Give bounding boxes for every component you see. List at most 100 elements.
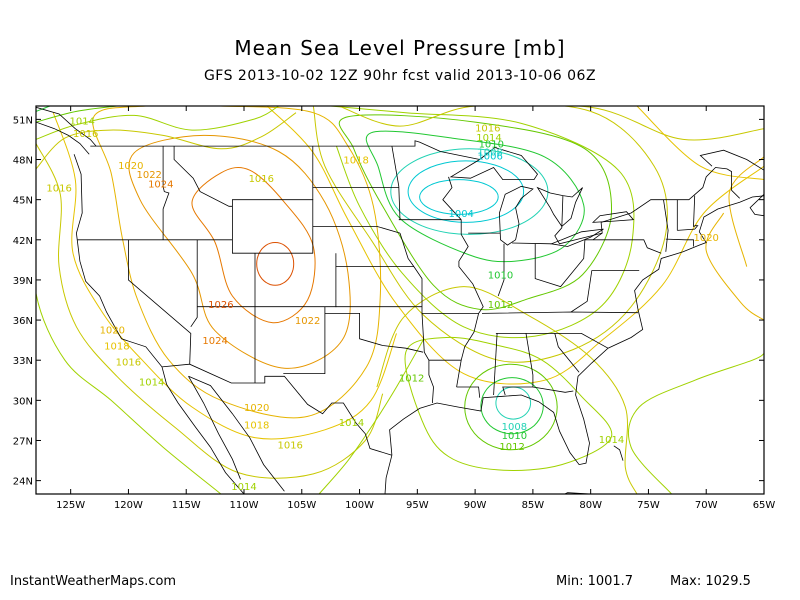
coastline-cuba — [563, 492, 592, 494]
pressure-label: 1022 — [136, 170, 161, 181]
isobar-1024 — [191, 166, 316, 324]
lon-tick-label: 125W — [56, 500, 85, 511]
lake-huron — [536, 186, 583, 227]
isobar-1016 — [36, 143, 384, 479]
state-boundary — [128, 239, 192, 365]
coastline-pacific — [73, 154, 245, 494]
lat-tick-label: 48N — [13, 156, 33, 167]
state-boundary — [190, 239, 198, 328]
isobar-1012 — [36, 106, 117, 123]
state-boundary — [283, 306, 326, 374]
isobar-1008 — [495, 386, 532, 420]
state-boundary — [312, 226, 401, 234]
lat-tick-label: 30N — [13, 396, 33, 407]
state-boundary — [677, 224, 699, 231]
state-boundary — [421, 313, 462, 361]
pressure-label: 1016 — [73, 129, 98, 140]
pressure-label: 1004 — [448, 209, 473, 220]
isobar-1022 — [128, 134, 351, 369]
pressure-label: 1018 — [104, 342, 129, 353]
axis-ticks: 51N 48N 45N 42N 39N 36N 33N 30N 27N 24N 125W 120W 11… — [13, 106, 776, 511]
pressure-label: 1010 — [502, 431, 527, 442]
isobar-1010 — [480, 377, 544, 435]
state-boundary — [399, 232, 423, 314]
pressure-label: 1026 — [208, 300, 233, 311]
coastline-baja-gulf — [188, 376, 241, 480]
state-boundary — [162, 146, 170, 240]
pressure-label: 1018 — [244, 420, 269, 431]
lon-tick-label: 80W — [579, 500, 602, 511]
map-frame — [35, 105, 765, 495]
lon-tick-label: 110W — [230, 500, 259, 511]
isobar-1010 — [365, 130, 585, 263]
state-boundary — [512, 242, 552, 245]
state-boundary — [584, 239, 662, 254]
isobar-1018 — [266, 106, 764, 385]
state-boundary — [324, 313, 424, 353]
lon-tick-label: 75W — [637, 500, 660, 511]
lon-tick-label: 100W — [345, 500, 374, 511]
isobar-1012 — [464, 363, 558, 451]
state-boundary — [534, 239, 586, 288]
state-boundary — [335, 266, 422, 308]
state-boundary — [173, 146, 233, 207]
isobar-1016 — [36, 112, 297, 170]
lat-tick-label: 39N — [13, 276, 33, 287]
pressure-label: 1018 — [343, 156, 368, 167]
coastline-nova-scotia — [749, 194, 764, 217]
isobar-1016 — [376, 286, 638, 494]
state-boundary — [335, 253, 414, 267]
lake-superior — [449, 147, 538, 180]
state-boundary — [456, 386, 481, 398]
pressure-label: 1016 — [46, 184, 71, 195]
pressure-label: 1016 — [116, 358, 141, 369]
pressure-label: 1012 — [488, 300, 513, 311]
state-boundary — [554, 333, 580, 373]
isobar-1018 — [52, 112, 397, 440]
map-area: 1014101610201022102410161016101810161014… — [36, 106, 764, 494]
border-canada-east — [554, 167, 740, 245]
isobar-1010 — [36, 106, 51, 112]
border-canada-west — [90, 140, 480, 160]
lat-tick-label: 27N — [13, 436, 33, 447]
lon-tick-label: 105W — [287, 500, 316, 511]
pressure-label: 1020 — [693, 233, 718, 244]
state-boundary — [665, 238, 694, 247]
isobar-layer — [36, 106, 764, 494]
border-mexico — [161, 363, 393, 456]
lon-tick-label: 70W — [695, 500, 718, 511]
isobar-1018 — [636, 106, 764, 181]
lake-erie — [549, 228, 604, 247]
pressure-label: 1020 — [118, 161, 143, 172]
pressure-label: 1012 — [499, 442, 524, 453]
pressure-label: 1016 — [277, 441, 302, 452]
state-boundary — [428, 360, 434, 404]
isobar-1004 — [419, 179, 499, 215]
state-boundary — [693, 195, 698, 227]
lat-tick-label: 51N — [13, 115, 33, 126]
lake-michigan — [498, 185, 534, 246]
pressure-label: 1014 — [69, 117, 94, 128]
lon-tick-label: 65W — [753, 500, 776, 511]
state-boundary — [77, 199, 314, 254]
lon-tick-label: 85W — [522, 500, 545, 511]
pressure-label: 1008 — [477, 148, 502, 159]
coastline-gulf-atlantic — [389, 195, 764, 466]
site-credit: InstantWeatherMaps.com — [10, 574, 177, 589]
pressure-label: 1008 — [502, 422, 527, 433]
pressure-label: 1012 — [399, 374, 424, 385]
isobar-1016 — [312, 106, 668, 363]
lon-tick-label: 115W — [172, 500, 201, 511]
state-boundary — [663, 199, 669, 252]
isobar-1008 — [390, 148, 549, 235]
isobar-1012 — [338, 114, 613, 311]
state-boundary — [497, 243, 505, 297]
pressure-label-layer: 1014101610201022102410161016101810161014… — [46, 117, 719, 493]
pressure-label: 1024 — [202, 336, 227, 347]
lon-tick-label: 120W — [114, 500, 143, 511]
chart-subtitle: GFS 2013-10-02 12Z 90hr fcst valid 2013-… — [203, 68, 597, 84]
pressure-label: 1014 — [231, 482, 256, 493]
isobar-1014 — [627, 353, 764, 494]
state-boundary — [481, 311, 639, 314]
